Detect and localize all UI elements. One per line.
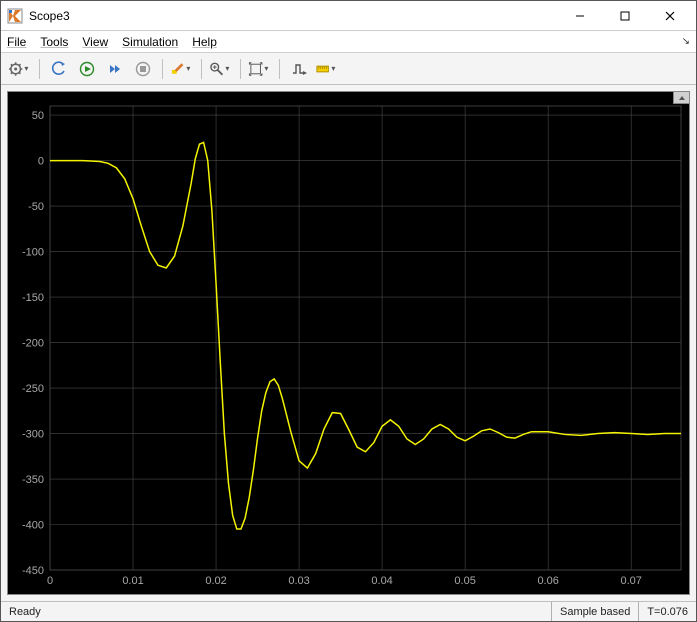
maximize-button[interactable]	[602, 1, 647, 30]
autoscale-button[interactable]: ▾	[247, 56, 273, 82]
svg-text:0.04: 0.04	[371, 575, 392, 587]
plot-maximize-icon[interactable]	[673, 92, 689, 104]
toolbar: ▾ ▾ ▾ ▾ ▾	[1, 53, 696, 85]
menu-file[interactable]: File	[7, 35, 26, 49]
svg-text:-350: -350	[22, 474, 44, 486]
step-back-button[interactable]	[46, 56, 72, 82]
svg-text:0.03: 0.03	[288, 575, 309, 587]
window-title: Scope3	[29, 9, 557, 23]
svg-text:-100: -100	[22, 247, 44, 259]
svg-text:-150: -150	[22, 292, 44, 304]
menu-help[interactable]: Help	[192, 35, 217, 49]
svg-text:-450: -450	[22, 565, 44, 577]
menu-simulation[interactable]: Simulation	[122, 35, 178, 49]
svg-text:-200: -200	[22, 338, 44, 350]
settings-button[interactable]: ▾	[7, 56, 33, 82]
minimize-button[interactable]	[557, 1, 602, 30]
measure-button[interactable]: ▾	[314, 56, 340, 82]
run-button[interactable]	[74, 56, 100, 82]
plot-frame[interactable]: 0 0.01 0.02 0.03 0.04 0.05 0.06 0.07 -450 -400 -35…	[7, 91, 690, 595]
status-sample: Sample based	[551, 602, 638, 621]
status-time: T=0.076	[638, 602, 696, 621]
title-bar: Scope3	[1, 1, 696, 31]
svg-text:-50: -50	[28, 201, 44, 213]
menu-view[interactable]: View	[82, 35, 108, 49]
svg-text:0.01: 0.01	[122, 575, 143, 587]
highlight-button[interactable]: ▾	[169, 56, 195, 82]
expand-toolbar-icon[interactable]: ↘	[682, 36, 690, 47]
menu-tools[interactable]: Tools	[40, 35, 68, 49]
svg-text:0.06: 0.06	[537, 575, 558, 587]
svg-text:0.07: 0.07	[620, 575, 641, 587]
menu-bar: File Tools View Simulation Help ↘	[1, 31, 696, 53]
svg-text:-250: -250	[22, 383, 44, 395]
signal-button[interactable]	[286, 56, 312, 82]
zoom-button[interactable]: ▾	[208, 56, 234, 82]
svg-text:0: 0	[47, 575, 53, 587]
stop-button[interactable]	[130, 56, 156, 82]
svg-text:-300: -300	[22, 429, 44, 441]
svg-text:-400: -400	[22, 520, 44, 532]
status-ready: Ready	[1, 602, 49, 621]
svg-text:0.05: 0.05	[454, 575, 475, 587]
plot-area: 0 0.01 0.02 0.03 0.04 0.05 0.06 0.07 -450 -400 -35…	[1, 85, 696, 601]
svg-text:0.02: 0.02	[205, 575, 226, 587]
scope-chart: 0 0.01 0.02 0.03 0.04 0.05 0.06 0.07 -450 -400 -35…	[8, 92, 689, 594]
close-button[interactable]	[647, 1, 692, 30]
status-bar: Ready Sample based T=0.076	[1, 601, 696, 621]
svg-text:50: 50	[32, 110, 44, 122]
svg-text:0: 0	[38, 156, 44, 168]
step-forward-button[interactable]	[102, 56, 128, 82]
app-icon	[7, 8, 23, 24]
